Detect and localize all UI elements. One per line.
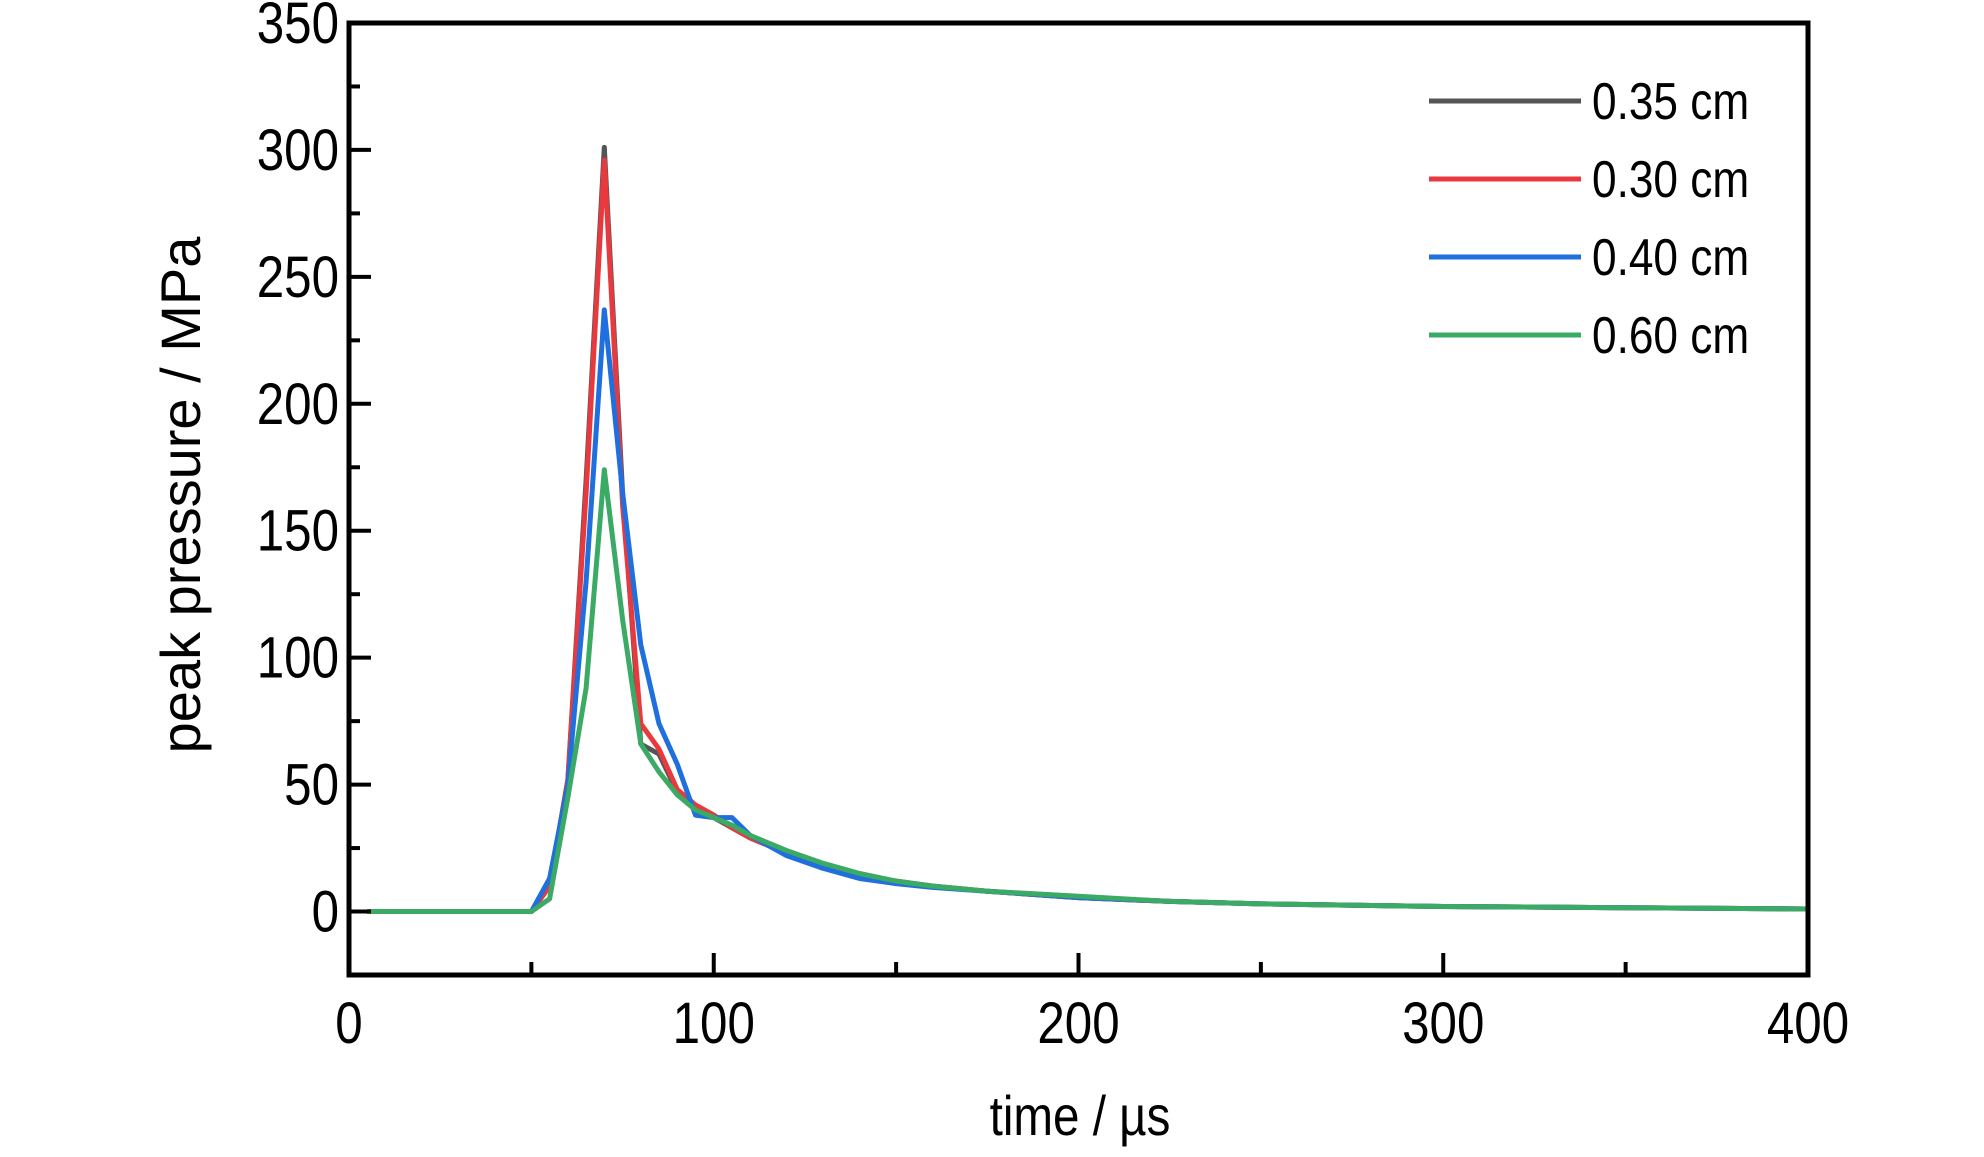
series-line-0.60-cm: [367, 467, 1809, 914]
y-tick-label: 100: [257, 626, 339, 691]
y-tick-label: 250: [257, 245, 339, 310]
legend-item: 0.40 cm: [1429, 229, 1749, 287]
x-tick-label: 400: [1767, 991, 1849, 1056]
y-tick-label: 300: [257, 118, 339, 183]
y-tick-label: 150: [257, 499, 339, 564]
x-tick-label: 300: [1402, 991, 1484, 1056]
legend-item: 0.35 cm: [1429, 73, 1749, 131]
y-axis-label: peak pressure / MPa: [149, 236, 212, 754]
ticks-layer: [347, 21, 1810, 975]
legend-label: 0.60 cm: [1592, 307, 1749, 365]
legend: 0.35 cm 0.30 cm 0.40 cm 0.60 cm: [1429, 73, 1749, 365]
series-layer: [367, 144, 1809, 914]
y-tick-label: 0: [312, 880, 339, 945]
y-tick-label: 350: [257, 0, 339, 56]
series-line-0.40-cm: [367, 307, 1809, 914]
x-tick-label: 100: [673, 991, 755, 1056]
y-tick-label: 50: [284, 753, 339, 818]
x-tick-label: 0: [335, 991, 362, 1056]
tick-labels: 0 100 200 300 400 0 50 100 150 200 250 300 350: [257, 0, 1849, 1056]
y-tick-label: 200: [257, 372, 339, 437]
legend-label: 0.30 cm: [1592, 151, 1749, 209]
legend-label: 0.40 cm: [1592, 229, 1749, 287]
plot-frame: [346, 20, 1811, 978]
legend-item: 0.60 cm: [1429, 307, 1749, 365]
legend-label: 0.35 cm: [1592, 73, 1749, 131]
legend-item: 0.30 cm: [1429, 151, 1749, 209]
x-tick-label: 200: [1037, 991, 1119, 1056]
x-axis-label: time / µs: [990, 1085, 1171, 1147]
